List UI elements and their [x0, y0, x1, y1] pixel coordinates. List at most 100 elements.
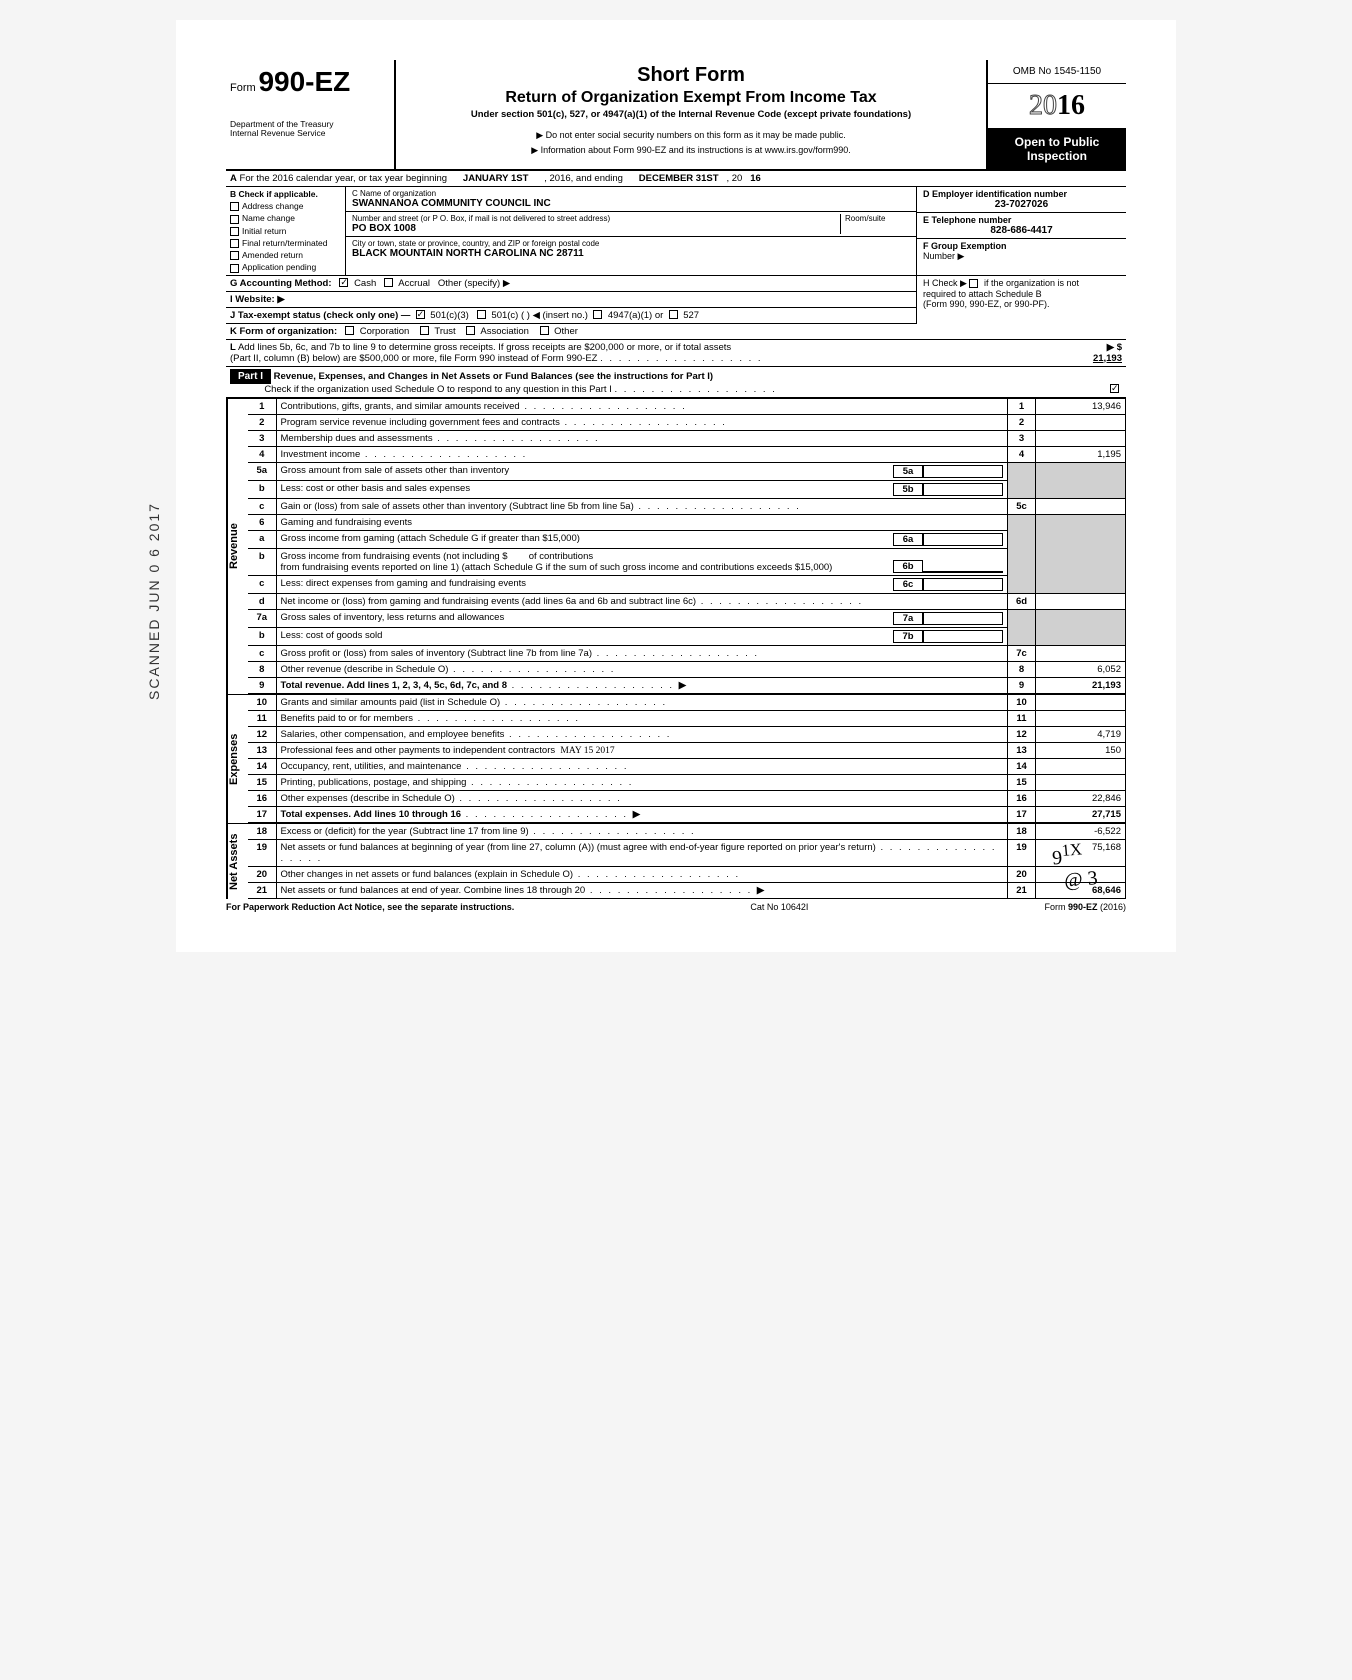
city-label: City or town, state or province, country… — [352, 239, 910, 248]
line-3: 3Membership dues and assessments3 — [248, 430, 1126, 446]
cb-accrual[interactable] — [384, 278, 393, 287]
line-6a: aGross income from gaming (attach Schedu… — [248, 530, 1126, 548]
header-note-1: ▶ Do not enter social security numbers o… — [402, 130, 980, 141]
cb-4947[interactable] — [593, 310, 602, 319]
cb-initial-return[interactable]: Initial return — [230, 226, 341, 236]
cb-schedule-b[interactable] — [969, 279, 978, 288]
cb-amended-return[interactable]: Amended return — [230, 250, 341, 260]
tel-value: 828-686-4417 — [923, 225, 1120, 236]
tel-label: E Telephone number — [923, 215, 1120, 225]
row-j-label: J Tax-exempt status (check only one) — — [230, 310, 410, 321]
line-19: 19Net assets or fund balances at beginni… — [248, 839, 1126, 866]
page-footer: For Paperwork Reduction Act Notice, see … — [226, 899, 1126, 912]
line-10: 10Grants and similar amounts paid (list … — [248, 694, 1126, 710]
net-assets-section: Net Assets 18Excess or (deficit) for the… — [226, 823, 1126, 899]
row-l: L Add lines 5b, 6c, and 7b to line 9 to … — [226, 340, 1126, 367]
group-exemption-label: F Group Exemption — [923, 241, 1120, 251]
cb-other[interactable] — [540, 326, 549, 335]
expenses-label: Expenses — [226, 694, 248, 823]
row-l-value: 21,193 — [1093, 353, 1122, 364]
row-j: J Tax-exempt status (check only one) — 5… — [226, 308, 916, 324]
cb-final-return[interactable]: Final return/terminated — [230, 238, 341, 248]
row-k-label: K Form of organization: — [230, 326, 337, 337]
group-exemption-number: Number ▶ — [923, 251, 1120, 262]
revenue-table: 1Contributions, gifts, grants, and simil… — [248, 398, 1126, 694]
return-title: Return of Organization Exempt From Incom… — [402, 89, 980, 107]
ein-label: D Employer identification number — [923, 189, 1120, 199]
col-b-header: B Check if applicable. — [230, 189, 341, 199]
handwritten-mark: 91X @ 3 — [1050, 838, 1098, 893]
cb-501c3[interactable] — [416, 310, 425, 319]
line-16: 16Other expenses (describe in Schedule O… — [248, 790, 1126, 806]
cb-association[interactable] — [466, 326, 475, 335]
revenue-section: Revenue 1Contributions, gifts, grants, a… — [226, 398, 1126, 694]
room-label: Room/suite — [845, 214, 910, 223]
col-c: C Name of organization SWANNANOA COMMUNI… — [346, 187, 916, 275]
line-7c: cGross profit or (loss) from sales of in… — [248, 645, 1126, 661]
net-assets-label: Net Assets — [226, 823, 248, 899]
cb-501c[interactable] — [477, 310, 486, 319]
line-20: 20Other changes in net assets or fund ba… — [248, 866, 1126, 882]
addr-value: PO BOX 1008 — [352, 223, 840, 234]
row-l-text1: Add lines 5b, 6c, and 7b to line 9 to de… — [238, 342, 731, 353]
form-prefix: Form — [230, 82, 256, 94]
line-5b: bLess: cost or other basis and sales exp… — [248, 480, 1126, 498]
cb-schedule-o[interactable] — [1110, 384, 1119, 393]
row-a-end: DECEMBER 31ST — [639, 173, 719, 184]
col-d: D Employer identification number 23-7027… — [916, 187, 1126, 275]
form-header: Form 990-EZ Department of the Treasury I… — [226, 60, 1126, 171]
cb-address-change[interactable]: Address change — [230, 201, 341, 211]
row-a-text: For the 2016 calendar year, or tax year … — [240, 173, 448, 184]
line-2: 2Program service revenue including gover… — [248, 414, 1126, 430]
ein-value: 23-7027026 — [923, 199, 1120, 210]
col-b: B Check if applicable. Address change Na… — [226, 187, 346, 275]
row-a-mid: , 2016, and ending — [544, 173, 623, 184]
row-h: H Check ▶ if the organization is not req… — [916, 276, 1126, 324]
org-name-label: C Name of organization — [352, 189, 910, 198]
line-11: 11Benefits paid to or for members11 — [248, 710, 1126, 726]
row-l-text2: (Part II, column (B) below) are $500,000… — [230, 353, 598, 364]
rows-g-to-k: G Accounting Method: Cash Accrual Other … — [226, 276, 1126, 324]
row-g: G Accounting Method: Cash Accrual Other … — [226, 276, 916, 292]
row-a-begin: JANUARY 1ST — [463, 173, 528, 184]
cb-application-pending[interactable]: Application pending — [230, 262, 341, 272]
expenses-table: 10Grants and similar amounts paid (list … — [248, 694, 1126, 823]
footer-right: Form 990-EZ (2016) — [1044, 902, 1126, 912]
tax-year: 2016 — [988, 84, 1126, 129]
line-1: 1Contributions, gifts, grants, and simil… — [248, 398, 1126, 414]
revenue-label: Revenue — [226, 398, 248, 694]
line-18: 18Excess or (deficit) for the year (Subt… — [248, 823, 1126, 839]
row-k: K Form of organization: Corporation Trus… — [226, 324, 1126, 340]
row-i-label: I Website: ▶ — [230, 294, 285, 305]
cb-cash[interactable] — [339, 278, 348, 287]
row-l-prefix: L — [230, 342, 236, 353]
addr-label: Number and street (or P O. Box, if mail … — [352, 214, 840, 223]
line-15: 15Printing, publications, postage, and s… — [248, 774, 1126, 790]
line-9: 9Total revenue. Add lines 1, 2, 3, 4, 5c… — [248, 677, 1126, 693]
part-1-label: Part I — [230, 369, 271, 384]
row-a-prefix: A — [230, 173, 237, 184]
header-left: Form 990-EZ Department of the Treasury I… — [226, 60, 396, 169]
line-5a: 5aGross amount from sale of assets other… — [248, 462, 1126, 480]
city-value: BLACK MOUNTAIN NORTH CAROLINA NC 28711 — [352, 248, 910, 259]
open-to-public: Open to Public Inspection — [988, 129, 1126, 169]
footer-left: For Paperwork Reduction Act Notice, see … — [226, 902, 514, 912]
section-bcd: B Check if applicable. Address change Na… — [226, 187, 1126, 276]
net-assets-table: 18Excess or (deficit) for the year (Subt… — [248, 823, 1126, 899]
header-center: Short Form Return of Organization Exempt… — [396, 60, 986, 169]
row-a-yearval: 16 — [750, 173, 761, 184]
cb-527[interactable] — [669, 310, 678, 319]
line-6: 6Gaming and fundraising events — [248, 514, 1126, 530]
cb-name-change[interactable]: Name change — [230, 213, 341, 223]
under-section: Under section 501(c), 527, or 4947(a)(1)… — [402, 109, 980, 120]
cb-corporation[interactable] — [345, 326, 354, 335]
part-1-check-text: Check if the organization used Schedule … — [264, 384, 612, 395]
cb-trust[interactable] — [420, 326, 429, 335]
omb-number: OMB No 1545-1150 — [988, 60, 1126, 84]
dept-irs: Internal Revenue Service — [230, 129, 390, 138]
part-1-title: Revenue, Expenses, and Changes in Net As… — [274, 371, 713, 382]
line-14: 14Occupancy, rent, utilities, and mainte… — [248, 758, 1126, 774]
row-i: I Website: ▶ — [226, 292, 916, 308]
row-h-label: H Check ▶ — [923, 278, 967, 288]
line-8: 8Other revenue (describe in Schedule O)8… — [248, 661, 1126, 677]
